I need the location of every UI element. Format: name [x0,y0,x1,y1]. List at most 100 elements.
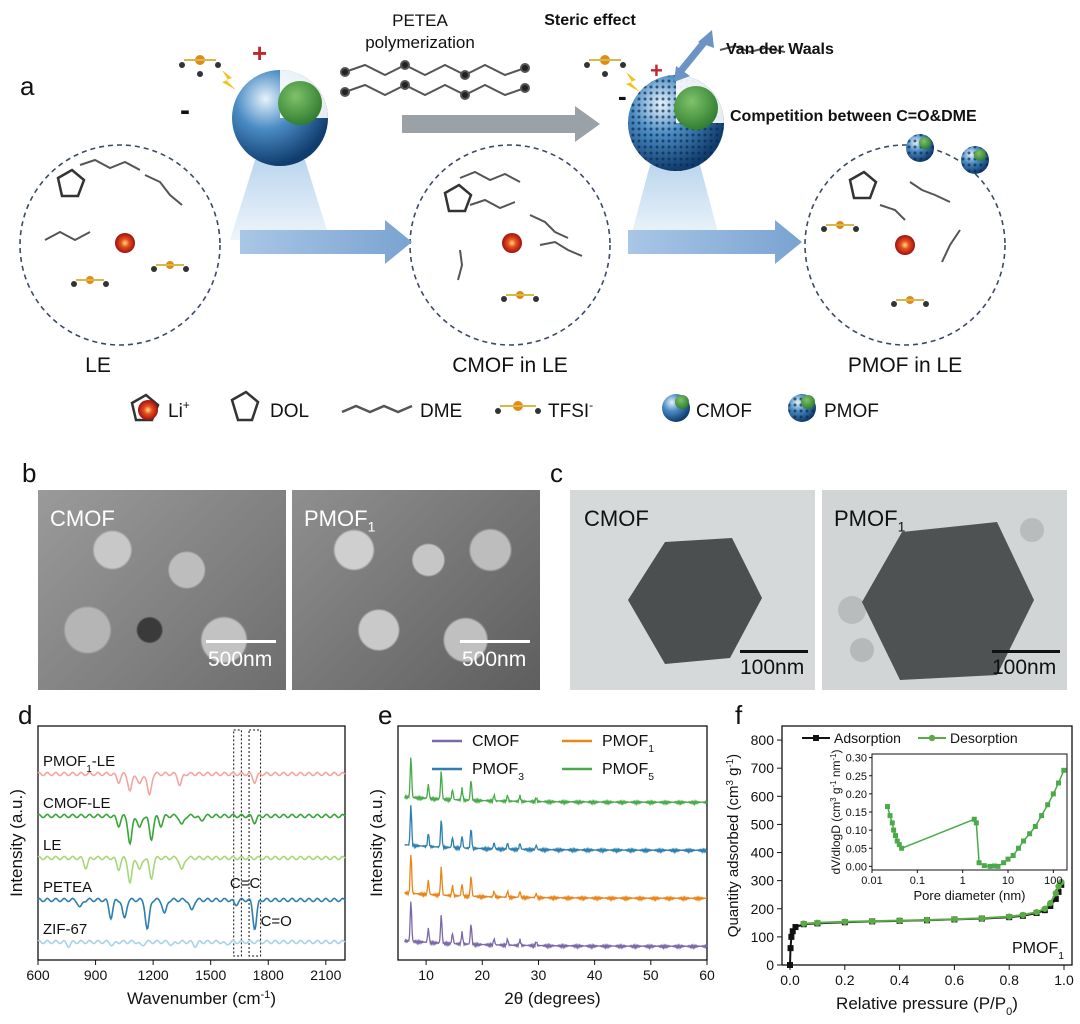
tfsi-molecule-icon [495,401,541,414]
polymerization-arrow [402,106,600,142]
sem-image-pmof1: PMOF1 500nm [292,490,540,690]
x-tick-label: 0.4 [890,972,910,988]
inset-point [976,860,982,866]
y-axis-title: Intensity (a.u.) [7,789,26,897]
isotherm-line [803,881,1063,925]
legend-label: PMOF5 [602,761,654,783]
inset-point [891,827,897,833]
isotherm-point [800,920,807,927]
panel-letter-e: e [378,700,393,730]
x-tick-label: 0.8 [999,972,1019,988]
petea-caption-line1: PETEA [392,11,448,30]
panel-letter-c: c [550,458,563,488]
x-tick-label: 10 [418,967,434,983]
isotherm-point [789,928,796,935]
legend-cmof-label: CMOF [696,401,752,422]
inset-point [995,863,1001,869]
isotherm-point [1047,899,1054,907]
pmof-in-le-circle [804,144,1006,346]
tem-image-pmof1: PMOF1 100nm [822,490,1067,690]
inset-x-tick-label: 0.1 [910,875,925,887]
inset-point [1039,813,1045,819]
inset-point [973,820,979,826]
sem-image-cmof: CMOF 500nm [38,490,286,690]
panel-a: + - + - a PETEA polymerization Steric ef… [0,0,1080,440]
cmof-in-le-circle [409,144,611,346]
tem-pmof1-particle [838,518,1044,680]
x-tick-label: 30 [531,967,547,983]
inset-point [1027,831,1033,837]
highlight-band [248,729,262,957]
isotherm-point [1041,905,1049,912]
legend-label: Desorption [950,730,1018,746]
tfsi-molecules [71,55,929,307]
tem-cmof-particle [628,538,762,664]
inset-point [1032,824,1038,829]
tem-image-cmof: CMOF 100nm [570,490,815,690]
inset-point [971,816,977,822]
pmof-sphere-large [628,75,724,171]
isotherm-point [978,915,985,922]
inset-point [987,863,993,869]
dol-molecule-icon [230,390,260,422]
scale-bar-line [460,640,530,643]
charge-minus: - [180,94,190,127]
inset-point [1021,838,1027,844]
legend-marker [813,735,819,741]
tem-cmof-label: CMOF [584,506,649,531]
plot-frame [397,725,708,961]
arrow-cmof-to-pmof [628,220,802,264]
x-tick-label: 0.0 [780,972,800,988]
le-label: LE [85,354,111,377]
inset-point [1010,853,1016,858]
cmof-sphere-large [232,70,328,166]
le-circle [19,144,221,346]
isotherm-point [951,915,958,923]
legend-label: Adsorption [834,730,901,746]
cc-annotation: C=C [230,875,261,892]
lightning-icon [626,72,640,92]
inset-point [1005,856,1011,862]
inset-x-axis-title: Pore diameter (nm) [914,888,1026,903]
legend-label: PMOF1 [602,733,654,755]
chart-ftir: PMOF1-LE CMOF-LE LE PETEA ZIF-67 C=C C=O 600 900… [7,725,346,1008]
y-axis-title: Intensity (a.u.) [367,789,386,897]
inset-point [1050,791,1056,797]
inset-point [889,820,895,826]
van-der-waals-label: Van der Waals [726,41,834,58]
ftir-series-line [37,939,346,949]
legend-pmof-label: PMOF [824,401,879,422]
legend-dol-label: DOL [270,401,309,422]
sem-cmof-scale-text: 500nm [208,648,273,671]
isotherm-point [787,945,794,952]
inset-point [896,842,902,848]
cmof-sphere-icon [662,394,690,422]
isotherm-point [788,933,795,940]
inset-y-tick-label: 0.30 [846,753,867,765]
scale-bar-line [992,650,1060,653]
charge-plus: + [252,38,267,68]
pmof-sphere-small-2 [961,146,989,174]
y-axis-title: Quantity adsorbed (cm3 g-1) [725,754,743,937]
inset-point [1056,780,1062,786]
vdw-arrow [674,30,714,82]
ftir-series-line [37,855,346,885]
x-tick-label: 50 [643,967,659,983]
plot-frame [37,725,346,961]
x-tick-label: 1500 [195,967,226,983]
x-tick-label: 900 [84,967,108,983]
y-tick-label: 100 [751,929,775,945]
isotherm-point [787,962,793,968]
x-axis-title: Wavenumber (cm-1) [127,989,276,1008]
xrd-series-line [404,901,708,951]
inset-point [1001,860,1007,866]
panel-letter-a: a [20,71,35,101]
legend-marker [928,734,936,742]
pmof-sphere-icon [788,394,816,422]
isotherm-point [1033,908,1040,916]
x-axis-title: Relative pressure (P/P0) [836,994,1018,1018]
dol-molecules [56,168,878,422]
inset-point [1045,802,1051,808]
lightning-icon [222,70,236,90]
sem-pmof1-scale-text: 500nm [462,648,527,671]
